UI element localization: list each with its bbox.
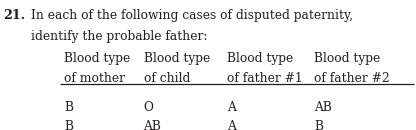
Text: of father #1: of father #1 — [227, 72, 302, 84]
Text: B: B — [64, 101, 74, 114]
Text: In each of the following cases of disputed paternity,: In each of the following cases of disput… — [31, 9, 353, 22]
Text: Blood type: Blood type — [64, 52, 131, 65]
Text: O: O — [144, 101, 154, 114]
Text: B: B — [64, 120, 74, 130]
Text: Blood type: Blood type — [227, 52, 293, 65]
Text: of child: of child — [144, 72, 190, 84]
Text: A: A — [227, 120, 235, 130]
Text: Blood type: Blood type — [144, 52, 210, 65]
Text: 21.: 21. — [3, 9, 25, 22]
Text: of father #2: of father #2 — [314, 72, 390, 84]
Text: A: A — [227, 101, 235, 114]
Text: Blood type: Blood type — [314, 52, 380, 65]
Text: identify the probable father:: identify the probable father: — [31, 30, 208, 43]
Text: AB: AB — [314, 101, 332, 114]
Text: of mother: of mother — [64, 72, 126, 84]
Text: B: B — [314, 120, 323, 130]
Text: AB: AB — [144, 120, 161, 130]
